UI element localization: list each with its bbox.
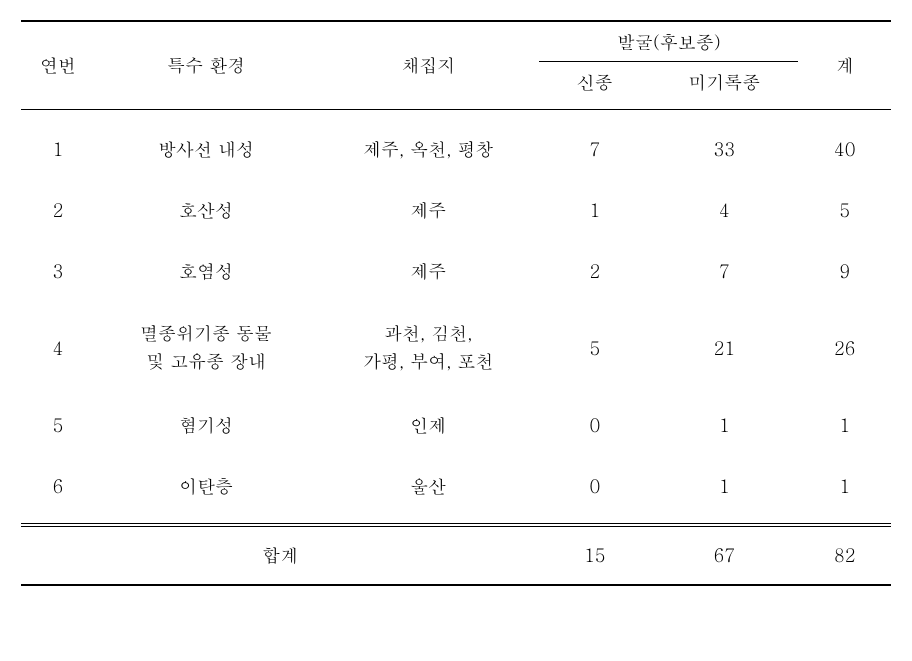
header-row-top: 연번 특수 환경 채집지 발굴(후보종) 계 (21, 21, 891, 62)
cell-environment: 이탄층 (95, 456, 317, 524)
cell-location: 과천, 김천,가평, 부여, 포천 (317, 302, 539, 396)
cell-unrecorded: 1 (650, 395, 798, 456)
table-footer: 합계 15 67 82 (21, 524, 891, 586)
table-row: 1방사선 내성제주, 옥천, 평창73340 (21, 113, 891, 180)
cell-new-species: 0 (539, 395, 650, 456)
cell-number: 4 (21, 302, 95, 396)
cell-unrecorded: 7 (650, 241, 798, 302)
data-table: 연번 특수 환경 채집지 발굴(후보종) 계 신종 미기록종 1방사선 내성제주… (21, 20, 891, 586)
cell-unrecorded: 4 (650, 180, 798, 241)
cell-unrecorded: 1 (650, 456, 798, 524)
cell-location: 울산 (317, 456, 539, 524)
cell-total: 26 (798, 302, 891, 396)
cell-new-species: 2 (539, 241, 650, 302)
table-header: 연번 특수 환경 채집지 발굴(후보종) 계 신종 미기록종 (21, 21, 891, 113)
cell-total: 1 (798, 395, 891, 456)
footer-row: 합계 15 67 82 (21, 527, 891, 586)
header-discovery: 발굴(후보종) (539, 21, 798, 62)
table-row: 5혐기성인제011 (21, 395, 891, 456)
cell-location: 제주 (317, 180, 539, 241)
cell-number: 2 (21, 180, 95, 241)
cell-unrecorded: 21 (650, 302, 798, 396)
cell-new-species: 1 (539, 180, 650, 241)
cell-location: 제주, 옥천, 평창 (317, 113, 539, 180)
table-body: 1방사선 내성제주, 옥천, 평창733402호산성제주1453호염성제주279… (21, 113, 891, 524)
footer-new-species: 15 (539, 527, 650, 586)
header-new-species: 신종 (539, 62, 650, 110)
header-location: 채집지 (317, 21, 539, 109)
cell-environment: 호산성 (95, 180, 317, 241)
cell-number: 6 (21, 456, 95, 524)
header-unrecorded: 미기록종 (650, 62, 798, 110)
cell-total: 9 (798, 241, 891, 302)
header-environment: 특수 환경 (95, 21, 317, 109)
cell-location: 인제 (317, 395, 539, 456)
header-number: 연번 (21, 21, 95, 109)
cell-new-species: 7 (539, 113, 650, 180)
cell-total: 1 (798, 456, 891, 524)
cell-environment: 멸종위기종 동물및 고유종 장내 (95, 302, 317, 396)
header-total: 계 (798, 21, 891, 109)
footer-total: 82 (798, 527, 891, 586)
cell-total: 40 (798, 113, 891, 180)
cell-number: 5 (21, 395, 95, 456)
cell-environment: 방사선 내성 (95, 113, 317, 180)
cell-number: 1 (21, 113, 95, 180)
cell-new-species: 0 (539, 456, 650, 524)
cell-total: 5 (798, 180, 891, 241)
table-row: 6이탄층울산011 (21, 456, 891, 524)
cell-environment: 호염성 (95, 241, 317, 302)
cell-environment: 혐기성 (95, 395, 317, 456)
cell-unrecorded: 33 (650, 113, 798, 180)
table-row: 4멸종위기종 동물및 고유종 장내과천, 김천,가평, 부여, 포천52126 (21, 302, 891, 396)
footer-unrecorded: 67 (650, 527, 798, 586)
footer-label: 합계 (21, 527, 539, 586)
table-row: 2호산성제주145 (21, 180, 891, 241)
table-row: 3호염성제주279 (21, 241, 891, 302)
cell-location: 제주 (317, 241, 539, 302)
table-container: 연번 특수 환경 채집지 발굴(후보종) 계 신종 미기록종 1방사선 내성제주… (21, 20, 891, 586)
cell-new-species: 5 (539, 302, 650, 396)
cell-number: 3 (21, 241, 95, 302)
